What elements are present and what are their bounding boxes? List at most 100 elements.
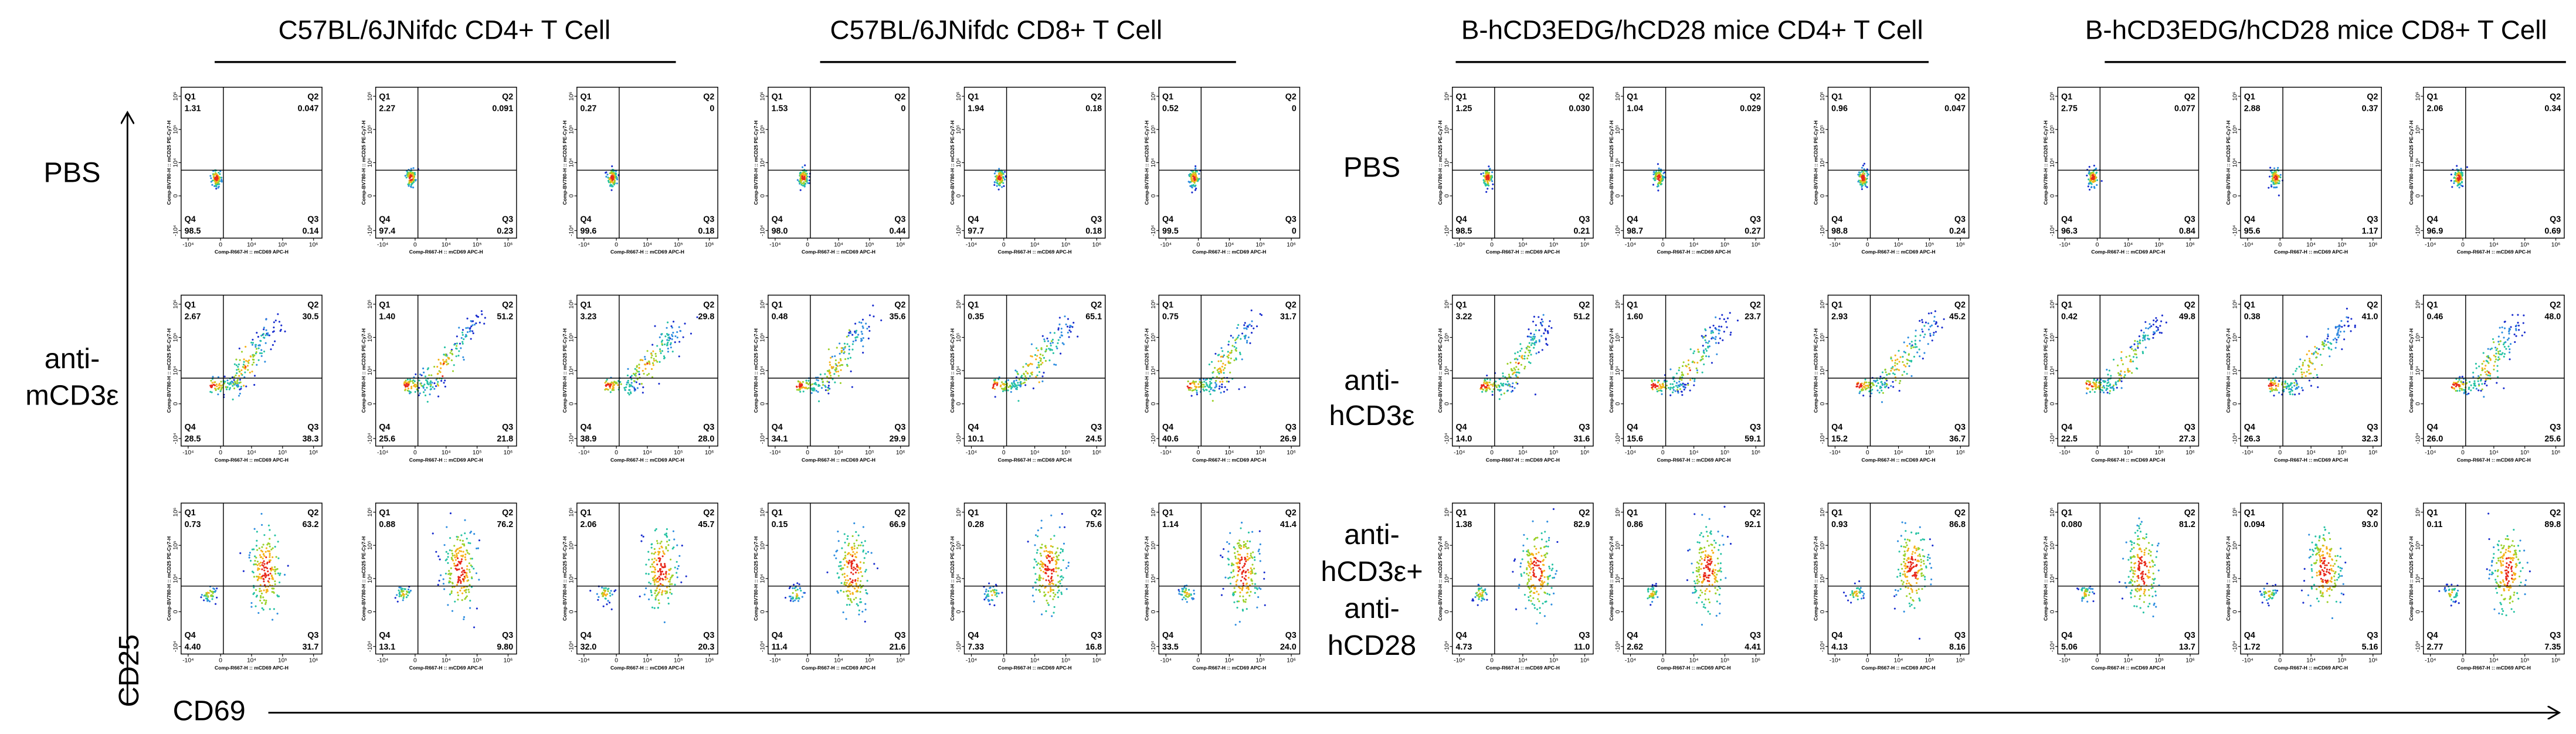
event-dot — [1542, 321, 1544, 323]
event-dot — [263, 560, 265, 562]
event-dot — [862, 327, 864, 329]
event-dot — [233, 379, 235, 381]
event-dot — [1238, 388, 1240, 390]
event-dot — [1681, 383, 1683, 386]
quadrant-name: Q1 — [968, 93, 979, 102]
event-dot — [255, 545, 258, 547]
event-dot — [1245, 575, 1247, 577]
event-dot — [450, 572, 453, 575]
event-dot — [628, 393, 630, 396]
event-dot — [440, 367, 442, 369]
event-dot — [1665, 380, 1668, 382]
event-dot — [276, 594, 279, 597]
event-dot — [267, 542, 270, 545]
event-dot — [1040, 348, 1043, 350]
event-dot — [661, 570, 664, 573]
event-dot — [647, 373, 650, 375]
event-dot — [1244, 558, 1246, 560]
event-dot — [1669, 386, 1672, 389]
event-dot — [1073, 321, 1075, 324]
event-dot — [1923, 336, 1925, 338]
event-dot — [1237, 573, 1239, 576]
event-dot — [654, 325, 656, 327]
event-dot — [450, 359, 453, 362]
event-dot — [258, 563, 260, 565]
quadrant-value: 36.7 — [1949, 434, 1966, 444]
event-dot — [1195, 386, 1198, 388]
event-dot — [850, 565, 853, 568]
x-tick-label: 10⁶ — [1580, 242, 1590, 248]
event-dot — [1057, 547, 1059, 549]
flow-plot: Q11.94Q20.18Q30.18Q497.7-10⁴-10⁴0010⁴10⁴… — [949, 87, 1106, 255]
event-dot — [870, 552, 873, 554]
event-dot — [670, 577, 672, 579]
event-dot — [844, 345, 847, 348]
quadrant-name: Q1 — [1456, 300, 1467, 310]
event-dot — [1518, 587, 1520, 589]
event-dot — [1720, 325, 1723, 328]
event-dot — [647, 559, 650, 561]
event-dot — [277, 313, 279, 315]
y-tick-label: 0 — [367, 402, 374, 406]
event-dot — [212, 376, 214, 378]
event-dot — [1715, 336, 1717, 338]
event-dot — [210, 177, 212, 179]
y-tick-label: -10⁴ — [1615, 433, 1621, 444]
event-dot — [681, 545, 683, 547]
y-tick-label: 10⁵ — [1820, 333, 1826, 342]
event-dot — [260, 562, 262, 564]
event-dot — [1243, 324, 1245, 327]
event-dot — [690, 332, 693, 335]
event-dot — [1517, 362, 1520, 365]
event-dot — [1894, 354, 1896, 356]
event-dot — [866, 580, 868, 582]
x-tick-label: -10⁴ — [377, 450, 388, 456]
event-dot — [652, 364, 654, 366]
event-dot — [1048, 568, 1051, 570]
event-dot — [278, 321, 281, 323]
quadrant-value: 0.48 — [772, 312, 788, 321]
event-dot — [1491, 393, 1494, 396]
event-dot — [253, 586, 255, 589]
event-dot — [661, 555, 664, 558]
event-dot — [1657, 163, 1659, 165]
event-dot — [260, 595, 262, 597]
plot-x-label: Comp-R667-H :: mCD69 APC-H — [998, 249, 1072, 255]
y-tick-label: -10⁴ — [1820, 225, 1826, 236]
event-dot — [1481, 600, 1483, 602]
x-tick-label: 0 — [806, 658, 809, 664]
event-dot — [660, 564, 662, 566]
event-dot — [609, 391, 612, 393]
event-dot — [1234, 591, 1237, 593]
event-dot — [620, 383, 622, 385]
event-dot — [442, 359, 444, 361]
event-dot — [442, 362, 445, 365]
event-dot — [1255, 587, 1258, 589]
event-dot — [655, 528, 657, 530]
y-tick-label: 10⁵ — [367, 541, 374, 550]
event-dot — [394, 597, 396, 599]
event-dot — [1528, 587, 1530, 589]
event-dot — [659, 577, 661, 580]
event-dot — [1511, 369, 1513, 372]
x-tick-label: 10⁵ — [1061, 450, 1071, 456]
event-dot — [445, 359, 447, 361]
event-dot — [850, 370, 852, 373]
event-dot — [454, 559, 457, 561]
event-dot — [611, 172, 613, 175]
event-dot — [410, 387, 413, 389]
event-dot — [1192, 171, 1194, 174]
event-dot — [247, 360, 249, 363]
event-dot — [243, 385, 245, 387]
event-dot — [251, 371, 253, 373]
x-tick-label: 10⁵ — [1061, 242, 1071, 248]
event-dot — [1542, 314, 1545, 316]
event-dot — [1545, 545, 1547, 548]
event-dot — [830, 366, 833, 368]
event-dot — [1203, 383, 1205, 386]
event-dot — [1246, 559, 1248, 561]
quadrant-name: Q2 — [703, 508, 714, 518]
x-tick-label: 10⁴ — [442, 450, 451, 456]
event-dot — [858, 321, 861, 324]
